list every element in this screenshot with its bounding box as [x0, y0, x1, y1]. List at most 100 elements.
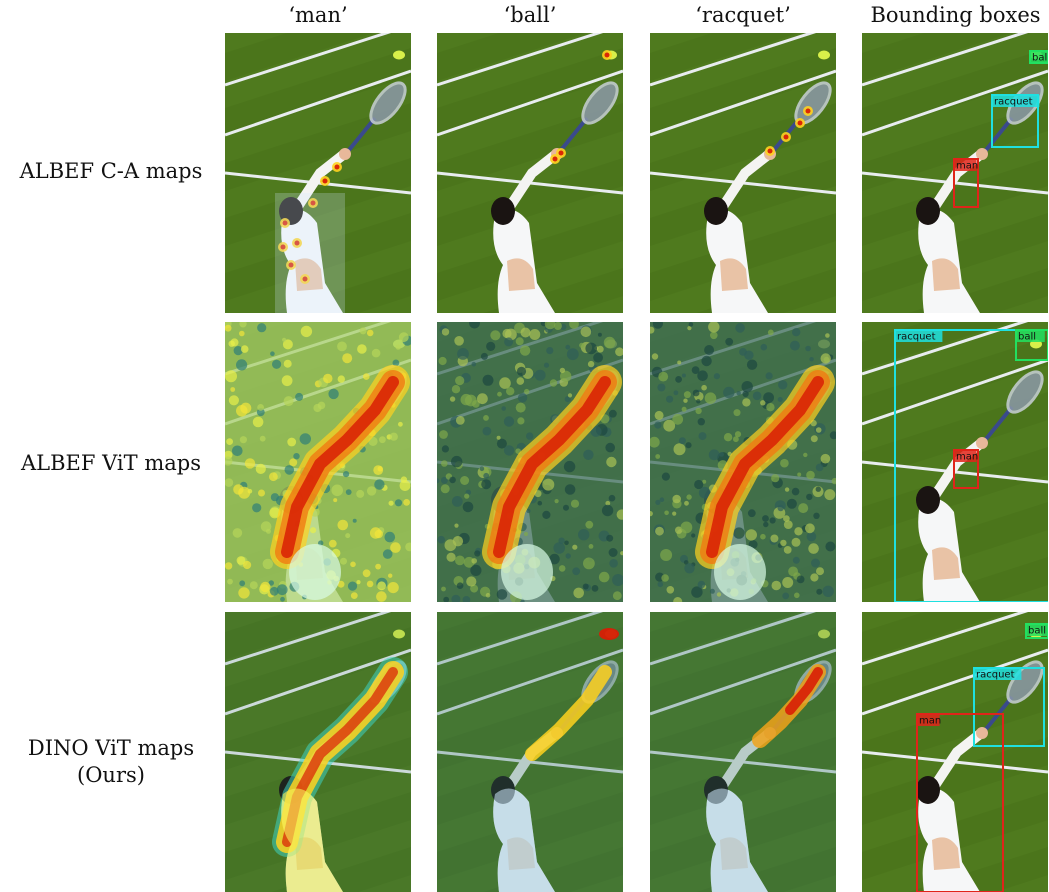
heatmap-speckle — [236, 359, 248, 371]
heatmap-speckle — [664, 510, 669, 516]
heatmap-speckle — [449, 476, 456, 484]
heatmap-speckle — [603, 336, 616, 349]
heatmap-speckle — [822, 585, 834, 597]
heatmap-speckle — [460, 476, 470, 485]
heatmap-speckle — [549, 379, 558, 387]
heatmap-speckle — [384, 531, 396, 543]
heatmap-speckle — [681, 373, 686, 378]
racquet-box-label-bg — [974, 668, 1022, 680]
heatmap-speckle — [373, 465, 384, 475]
heatmap-speckle — [470, 584, 479, 593]
heatmap-speckle — [466, 576, 477, 587]
tennis-ball — [393, 629, 405, 639]
court-line — [225, 33, 392, 87]
heatmap-speckle — [565, 553, 571, 559]
heatmap-speckle — [350, 561, 356, 568]
heatmap-speckle — [694, 479, 704, 490]
heatmap-speckle — [269, 472, 278, 482]
heatmap-speckle — [230, 387, 236, 392]
heatmap-speckle — [382, 549, 393, 559]
heatmap-speckle — [572, 567, 581, 576]
heatmap-blob — [797, 120, 803, 126]
heatmap-speckle — [742, 398, 751, 407]
heatmap-speckle — [816, 567, 824, 576]
heatmap-speckle — [803, 452, 808, 458]
heatmap-speckle — [345, 533, 351, 539]
heatmap-speckle — [260, 581, 271, 593]
heatmap-ball-blob — [599, 628, 619, 640]
player-hand — [339, 148, 351, 160]
heatmap-speckle — [673, 443, 686, 456]
heatmap-speckle — [270, 493, 279, 502]
heatmap-speckle — [744, 350, 754, 360]
heatmap-speckle — [356, 580, 361, 585]
heatmap-speckle — [681, 406, 687, 412]
heatmap-speckle — [811, 558, 820, 568]
heatmap-speckle — [605, 442, 615, 453]
scene — [437, 33, 623, 313]
figure-panel: racquet ball man — [862, 322, 1048, 602]
heatmap-speckle — [815, 427, 822, 433]
heatmap-body — [281, 788, 343, 892]
ball-box-label-bg — [1016, 330, 1045, 342]
heatmap-speckle — [593, 352, 603, 363]
racquet-bounding-box: racquet — [894, 329, 1048, 602]
heatmap-speckle — [651, 353, 659, 360]
heatmap-speckle — [620, 551, 623, 556]
heatmap-speckle — [570, 499, 580, 508]
player-back-skin — [720, 258, 748, 291]
heatmap-speckle — [451, 594, 461, 602]
heatmap-tint — [275, 193, 345, 313]
row-label-line: (Ours) — [77, 763, 145, 787]
heatmap-speckle — [701, 384, 707, 391]
heatmap-speckle — [439, 430, 448, 439]
heatmap-speckle — [683, 560, 689, 565]
heatmap-speckle — [281, 375, 293, 387]
heatmap-speckle — [698, 486, 711, 499]
heatmap-speckle — [350, 592, 358, 599]
heatmap-speckle — [782, 577, 794, 588]
court-line — [225, 69, 411, 137]
heatmap-speckle — [233, 346, 243, 356]
heatmap-speckle — [503, 445, 515, 456]
heatmap-speckle — [588, 544, 594, 549]
heatmap-speckle — [565, 344, 571, 350]
heatmap-speckle — [813, 512, 820, 519]
heatmap-speckle — [515, 402, 526, 413]
heatmap-speckle — [464, 493, 470, 499]
heatmap-blob — [294, 240, 300, 246]
heatmap-speckle — [765, 372, 773, 380]
heatmap-speckle — [601, 504, 614, 517]
heatmap-speckle — [563, 504, 569, 511]
heatmap-speckle — [390, 542, 401, 553]
grass-stripe — [862, 103, 1048, 191]
heatmap-speckle — [270, 351, 275, 356]
row-label-line: ALBEF C-A maps — [19, 159, 203, 183]
racquet-box-label: racquet — [976, 670, 1015, 681]
heatmap-speckle — [741, 381, 753, 393]
heatmap-speckle — [482, 426, 492, 436]
heatmap-speckle — [546, 347, 554, 355]
heatmap-body — [706, 788, 768, 892]
man-box-label: man — [919, 716, 941, 727]
heatmap-speckle — [457, 348, 469, 360]
player-hair — [916, 776, 940, 804]
heatmap-speckle — [661, 472, 670, 481]
heatmap-speckle — [544, 322, 556, 330]
heatmap-speckle — [452, 536, 464, 547]
heatmap-speckle — [608, 548, 618, 557]
racquet-handle — [980, 116, 1014, 157]
panel-image — [437, 612, 623, 892]
heatmap-speckle — [283, 359, 292, 368]
heatmap-speckle — [451, 455, 463, 468]
heatmap-speckle — [258, 489, 265, 497]
heatmap-speckle — [455, 555, 465, 566]
heatmap-speckle — [347, 581, 358, 591]
heatmap-speckle — [766, 403, 775, 412]
court-line — [437, 648, 623, 716]
heatmap-speckle — [395, 344, 401, 350]
heatmap-speckle — [786, 498, 797, 509]
heatmap-speckle — [820, 353, 831, 364]
heatmap-speckle — [806, 531, 817, 542]
heatmap-speckle — [483, 415, 489, 421]
